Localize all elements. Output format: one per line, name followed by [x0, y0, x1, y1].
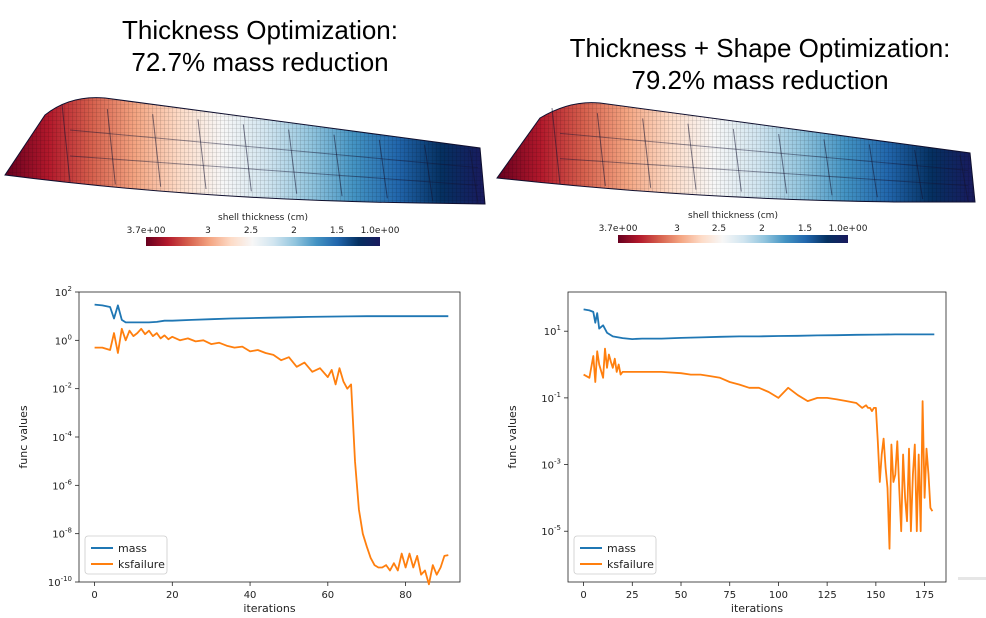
- left-wing-grid: [5, 97, 485, 204]
- left-colorbar-title: shell thickness (cm): [218, 213, 308, 223]
- x-tick-label: 0: [580, 590, 586, 601]
- right-colorbar-tick: 1.5: [798, 224, 812, 234]
- series-line-ksfailure: [94, 327, 449, 586]
- wing-rib-line: [152, 114, 162, 187]
- right-colorbar-tick: 1.0e+00: [829, 224, 868, 234]
- x-axis-label: iterations: [243, 602, 295, 615]
- series-line-mass: [583, 308, 935, 340]
- right-wing-mesh: [496, 102, 976, 203]
- right-wing-ribs: [551, 107, 969, 202]
- right-colorbar-tick: 3: [674, 224, 680, 234]
- wing-spar-line: [559, 132, 969, 171]
- wing-rib-line: [687, 123, 697, 190]
- right-convergence-chart: 0 25 50 75 100 125 150 175 101 10-1 10-3 10-5 iterat…: [506, 291, 947, 615]
- wing-rib-line: [596, 113, 606, 186]
- right-colorbar-title: shell thickness (cm): [688, 211, 778, 221]
- scroll-remnant: [958, 577, 986, 580]
- wing-rib-line: [914, 149, 924, 200]
- y-axis-label: func values: [17, 405, 30, 468]
- wing-rib-line: [823, 139, 833, 196]
- legend-entry: mass: [118, 542, 147, 555]
- left-colorbar-tick: 3.7e+00: [127, 226, 166, 236]
- wing-spar-line: [559, 158, 969, 187]
- legend-entry: ksfailure: [118, 558, 165, 571]
- y-axis-label: func values: [506, 405, 519, 468]
- y-tick-label: 10-8: [52, 527, 72, 541]
- y-tick-label: 10-6: [52, 478, 72, 492]
- y-tick-label: 100: [55, 333, 72, 347]
- wing-rib-line: [242, 124, 252, 192]
- plot-frame: [567, 291, 947, 583]
- right-colorbar-tick: 2: [759, 224, 765, 234]
- y-tick-label: 10-2: [52, 382, 72, 396]
- left-colorbar-tick: 1.5: [330, 226, 344, 236]
- x-tick-label: 50: [675, 590, 688, 601]
- left-wing-mesh: [4, 97, 486, 205]
- wing-rib-line: [868, 144, 878, 198]
- legend-entry: ksfailure: [607, 558, 654, 571]
- left-colorbar-tick: 3: [205, 226, 211, 236]
- x-tick-label: 125: [818, 590, 837, 601]
- x-tick-label: 80: [399, 590, 412, 601]
- x-tick-label: 25: [626, 590, 639, 601]
- wing-rib-line: [778, 134, 788, 194]
- wing-rib-line: [424, 144, 434, 201]
- x-tick-label: 40: [244, 590, 257, 601]
- right-colorbar-tick: 3.7e+00: [599, 224, 638, 234]
- left-colorbar-bar: [146, 237, 380, 246]
- right-colorbar-tick: 2.5: [712, 224, 726, 234]
- left-convergence-chart: 0 20 40 60 80 102 100 10-2 10-4 10-6 10-8 10-10 iter…: [17, 285, 461, 615]
- y-tick-label: 10-4: [52, 430, 72, 444]
- x-tick-label: 100: [769, 590, 788, 601]
- wing-rib-line: [288, 129, 298, 194]
- x-tick-label: 150: [866, 590, 885, 601]
- y-tick-label: 101: [544, 324, 561, 338]
- y-tick-label: 10-5: [541, 524, 561, 538]
- wing-rib-line: [732, 128, 742, 192]
- wing-rib-line: [106, 109, 116, 185]
- x-tick-label: 60: [321, 590, 334, 601]
- wing-rib-line: [469, 149, 479, 204]
- legend-entry: mass: [607, 542, 636, 555]
- y-tick-label: 10-10: [48, 575, 72, 589]
- wing-rib-line: [333, 134, 343, 197]
- left-colorbar-tick: 1.0e+00: [361, 226, 400, 236]
- wing-rib-line: [378, 139, 388, 199]
- left-figure-title: Thickness Optimization: 72.7% mass reduc…: [122, 15, 398, 77]
- left-colorbar: shell thickness (cm) 3.7e+00 3 2.5 2 1.5…: [127, 213, 400, 246]
- right-colorbar-bar: [618, 235, 848, 243]
- y-tick-label: 10-1: [541, 391, 561, 405]
- x-tick-label: 20: [166, 590, 179, 601]
- series-line-mass: [94, 303, 449, 324]
- right-colorbar: shell thickness (cm) 3.7e+00 3 2.5 2 1.5…: [599, 211, 868, 243]
- left-colorbar-tick: 2: [291, 226, 297, 236]
- right-figure-title: Thickness + Shape Optimization: 79.2% ma…: [569, 33, 951, 95]
- wing-spar-line: [69, 129, 479, 169]
- x-tick-label: 75: [723, 590, 736, 601]
- wing-rib-line: [197, 119, 207, 190]
- wing-rib-line: [642, 118, 652, 188]
- series-line-ksfailure: [583, 347, 934, 550]
- x-axis-label: iterations: [731, 602, 783, 615]
- y-tick-label: 10-3: [541, 458, 561, 472]
- wing-spar-line: [69, 155, 479, 186]
- x-tick-label: 175: [915, 590, 934, 601]
- wing-rib-line: [551, 107, 561, 185]
- wing-rib-line: [61, 103, 71, 183]
- left-wing-ribs: [61, 103, 479, 204]
- y-tick-label: 102: [55, 285, 72, 299]
- x-tick-label: 0: [91, 590, 97, 601]
- wing-rib-line: [959, 154, 969, 202]
- left-colorbar-tick: 2.5: [244, 226, 258, 236]
